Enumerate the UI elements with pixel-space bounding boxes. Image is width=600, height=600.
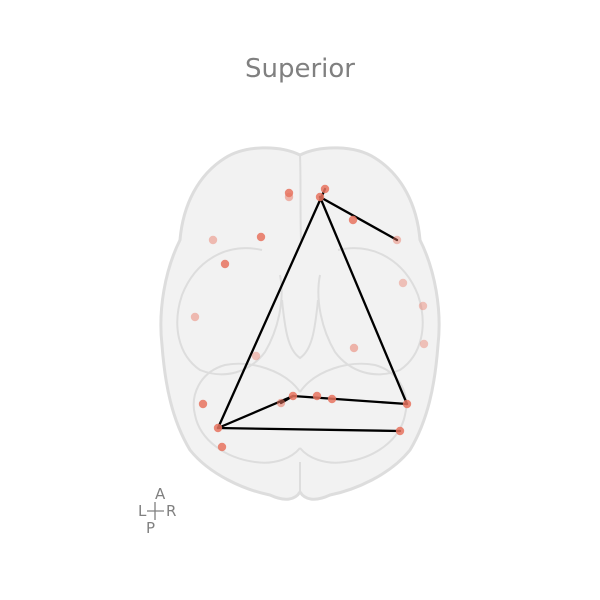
node-n2: [284, 192, 294, 202]
right-cerebellum: [299, 362, 408, 464]
node-n21: [198, 399, 208, 409]
node-n24: [217, 442, 227, 452]
node-n15: [251, 351, 261, 361]
node-n3: [315, 192, 325, 202]
nodes-layer: [190, 184, 429, 452]
brain-outline: [159, 146, 441, 501]
node-n11: [418, 301, 428, 311]
interhemispheric-fissure: [299, 154, 302, 241]
connection-edge-n3-n20: [318, 195, 409, 406]
node-n18: [327, 394, 337, 404]
brainstem-region: [281, 299, 319, 360]
right-temporal-lobe: [317, 247, 424, 376]
node-n8: [392, 235, 402, 245]
connection-edge-n22-n23: [216, 426, 402, 433]
node-n4: [320, 184, 330, 194]
node-n6: [208, 235, 218, 245]
node-n12: [419, 339, 429, 349]
node-n7: [220, 259, 230, 269]
node-n19: [288, 391, 298, 401]
node-n22: [213, 423, 223, 433]
left-temporal-lobe: [176, 247, 283, 376]
node-n5: [256, 232, 266, 242]
node-n13: [190, 312, 200, 322]
node-n16: [276, 398, 286, 408]
view-title: Superior: [245, 54, 355, 84]
connection-edge-n4-n22: [216, 187, 327, 430]
node-n14: [349, 343, 359, 353]
node-n23: [395, 426, 405, 436]
node-n9: [348, 215, 358, 225]
node-n20: [402, 399, 412, 409]
connection-edge-n3-n8: [318, 195, 399, 242]
node-n17: [312, 391, 322, 401]
connection-edge-n19-n20: [291, 394, 409, 406]
left-cerebellum: [192, 362, 301, 464]
node-n10: [398, 278, 408, 288]
